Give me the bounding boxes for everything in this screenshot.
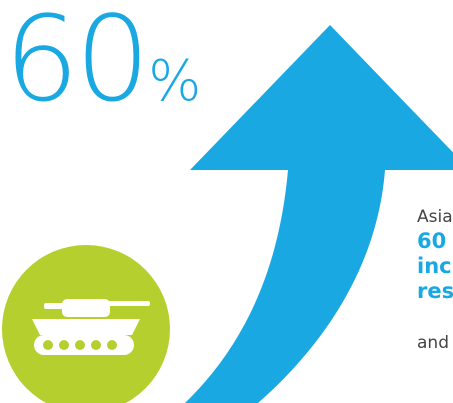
side-text-highlight-3: res — [417, 279, 453, 303]
side-text-tail: and — [417, 333, 449, 353]
stat-value: 60% — [4, 0, 201, 118]
stat-percent-sign: % — [148, 49, 202, 114]
stat-number: 60 — [4, 0, 150, 128]
tank-badge — [2, 245, 170, 403]
tank-icon — [32, 299, 150, 355]
side-text-highlight-2: inc — [417, 254, 452, 278]
side-text: Asia 60 inc res and — [417, 205, 453, 354]
side-text-lead: Asia — [417, 207, 453, 227]
side-text-highlight-1: 60 — [417, 229, 447, 253]
